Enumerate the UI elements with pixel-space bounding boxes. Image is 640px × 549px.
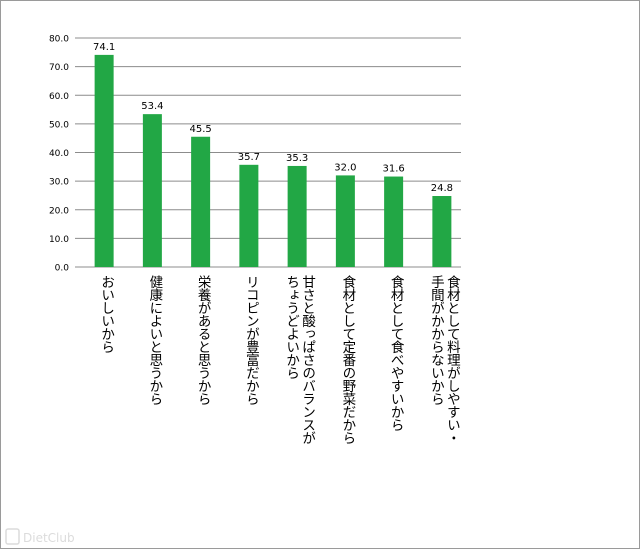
- y-tick-label: 50.0: [49, 120, 69, 130]
- watermark-text: DietClub: [23, 531, 75, 545]
- y-tick-label: 60.0: [49, 92, 69, 102]
- value-label: 24.8: [431, 183, 453, 194]
- category-label: リコピンが豊富だから: [242, 275, 259, 405]
- bar: [335, 175, 355, 267]
- category-label: 食材として定番の野菜だから: [339, 275, 356, 444]
- y-axis-ticks: 0.0 10.0 20.0 30.0 40.0 50.0 60.0 70.0 80.0: [49, 35, 69, 274]
- category-label: 食材として食べやすいから: [387, 275, 404, 431]
- value-label: 35.7: [238, 152, 260, 163]
- value-label: 53.4: [141, 101, 163, 112]
- y-tick-label: 10.0: [49, 235, 69, 245]
- category-label: 甘さと酸っぱさのバランスが ちょうどよいから: [283, 275, 316, 444]
- y-tick-label: 80.0: [49, 35, 69, 45]
- y-tick-label: 0.0: [55, 264, 70, 274]
- value-label: 35.3: [286, 153, 308, 164]
- bar: [287, 165, 307, 267]
- value-label: 45.5: [189, 124, 211, 135]
- category-label: 栄養があると思うから: [194, 275, 211, 405]
- y-tick-label: 20.0: [49, 206, 69, 216]
- category-label: 食材として料理がしやすい・ 手間がかからないから: [427, 275, 460, 444]
- y-tick-label: 70.0: [49, 63, 69, 73]
- y-tick-label: 40.0: [49, 149, 69, 159]
- value-label: 31.6: [382, 164, 404, 175]
- value-label: 74.1: [93, 42, 115, 53]
- bar: [384, 176, 404, 267]
- bar: [94, 54, 114, 267]
- bar: [191, 136, 211, 267]
- value-label: 32.0: [334, 162, 356, 173]
- bars: [94, 54, 452, 267]
- dietclub-logo-icon: DietClub: [5, 528, 75, 545]
- y-tick-label: 30.0: [49, 178, 69, 188]
- bar: [142, 114, 162, 267]
- category-label: 健康によいと思うから: [146, 275, 163, 405]
- bar: [239, 164, 259, 267]
- category-label: おいしいから: [98, 275, 115, 353]
- value-labels: 74.1 53.4 45.5 35.7 35.3 32.0 31.6 24.8: [93, 42, 453, 194]
- bar: [432, 196, 452, 267]
